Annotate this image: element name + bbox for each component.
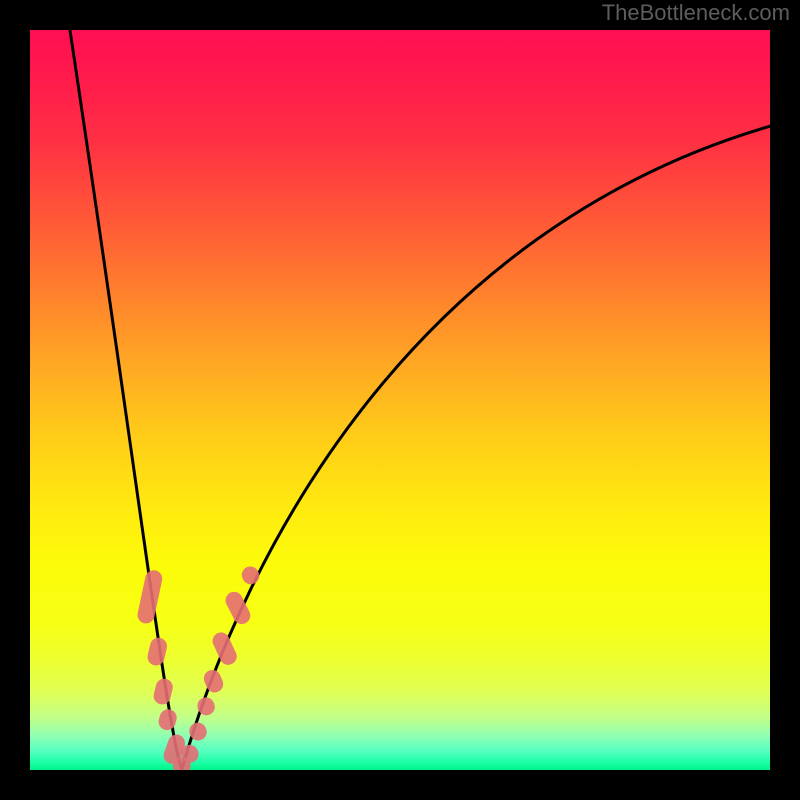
chart-container: TheBottleneck.com (0, 0, 800, 800)
watermark-text: TheBottleneck.com (602, 0, 790, 25)
bottleneck-v-curve-chart: TheBottleneck.com (0, 0, 800, 800)
plot-background (30, 30, 770, 770)
